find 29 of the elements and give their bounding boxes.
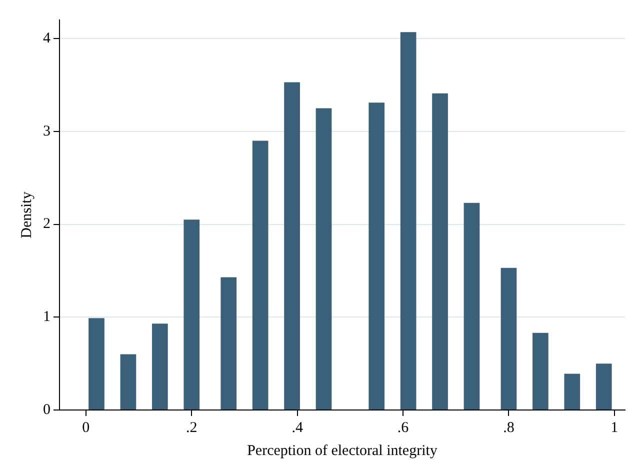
y-tick-label: 1: [43, 309, 50, 326]
y-tick-label: 4: [43, 30, 51, 47]
y-axis-title: Density: [18, 191, 35, 238]
bar: [284, 82, 300, 410]
bar: [316, 108, 332, 410]
bar: [464, 202, 480, 410]
y-tick-label: 3: [43, 123, 50, 140]
bar: [564, 374, 580, 410]
x-tick-label: .2: [186, 420, 198, 436]
x-tick-label: .8: [503, 420, 514, 436]
y-tick-label: 2: [43, 216, 50, 232]
bar: [220, 277, 237, 410]
bar: [252, 140, 268, 410]
bar: [432, 93, 448, 410]
bar: [500, 268, 517, 410]
bar: [88, 318, 104, 410]
x-tick-label: .6: [397, 420, 410, 436]
bar: [184, 220, 200, 410]
x-tick-label: 1: [610, 420, 618, 436]
x-axis-title: Perception of electoral integrity: [247, 442, 438, 459]
x-tick-label: .4: [292, 420, 304, 436]
bar: [120, 354, 136, 410]
bar: [368, 102, 385, 410]
bar: [152, 324, 168, 410]
bar: [400, 32, 416, 410]
bar: [532, 332, 548, 410]
x-tick-label: 0: [82, 420, 90, 436]
y-tick-label: 0: [43, 402, 50, 418]
bar: [596, 364, 612, 410]
